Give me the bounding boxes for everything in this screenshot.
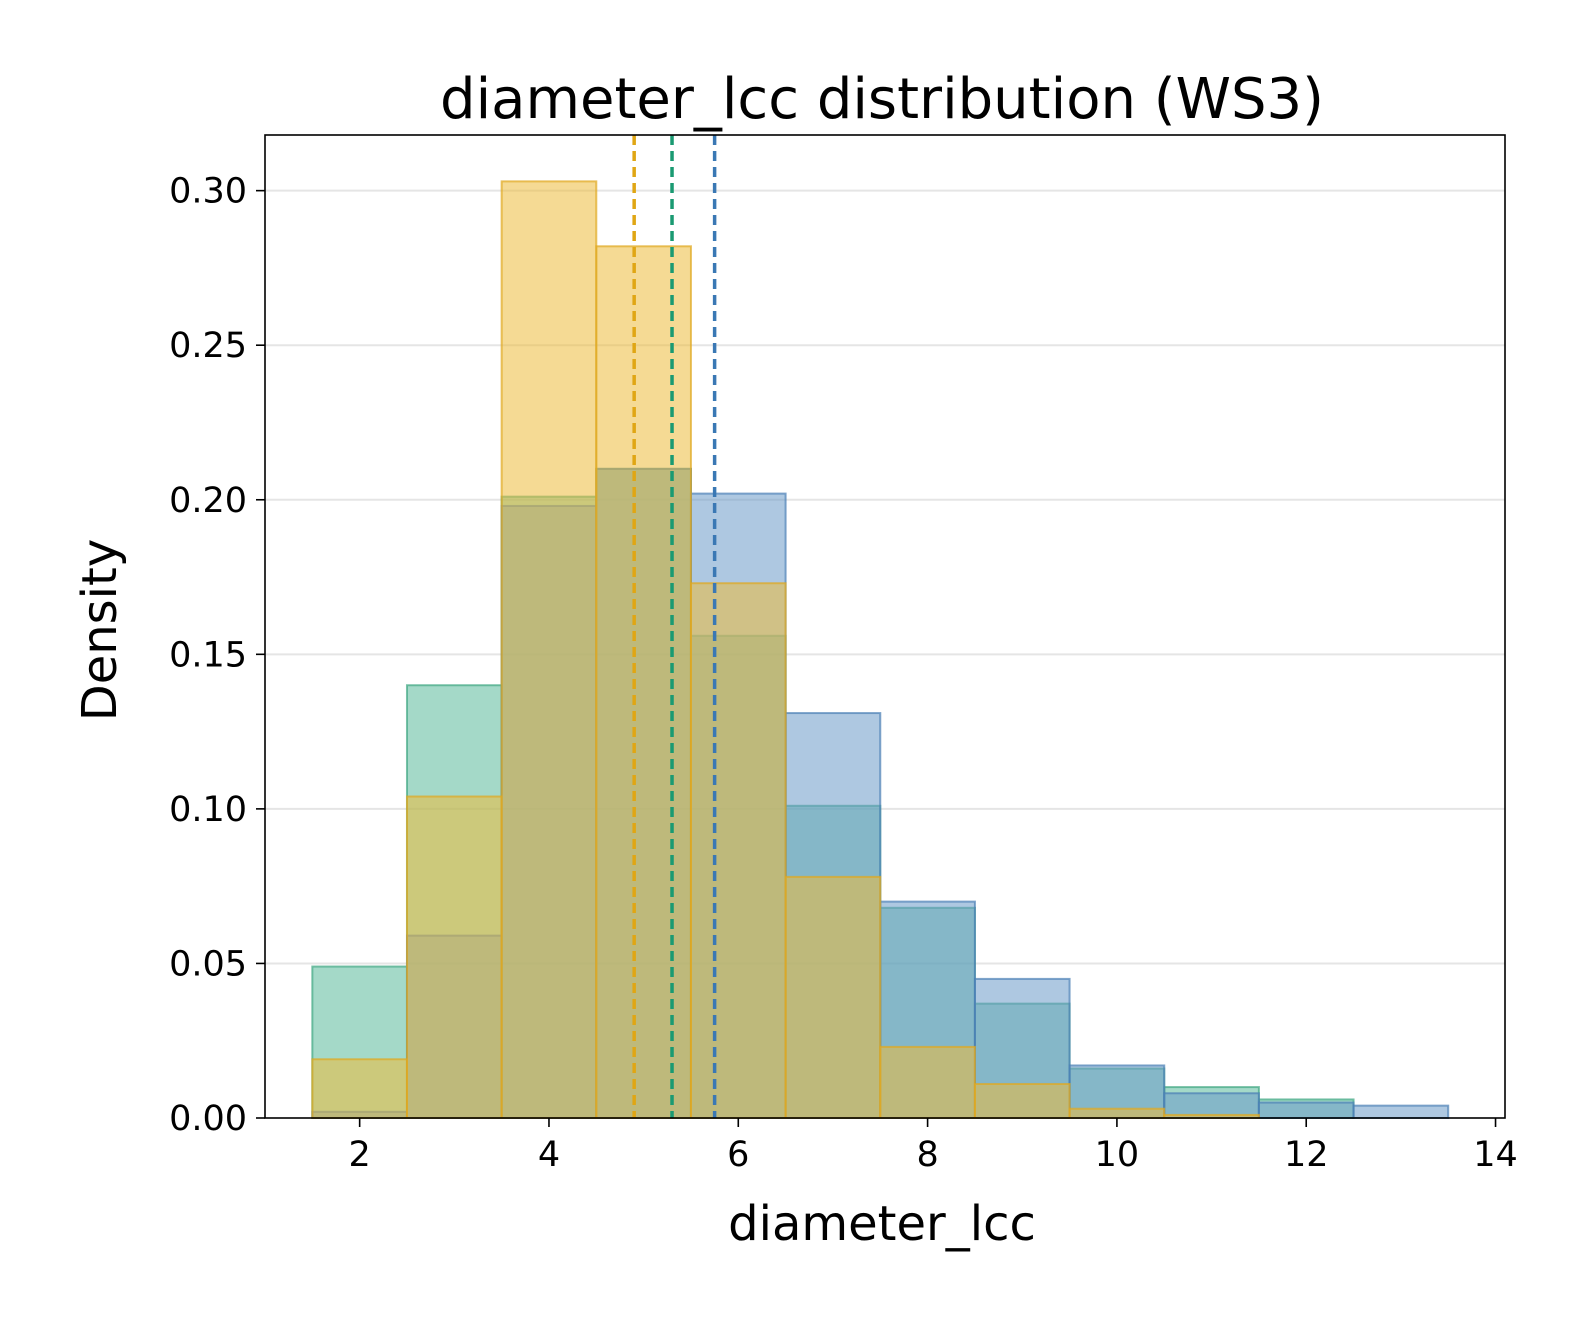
histogram-bar (500, 180, 598, 1119)
x-axis-label: diameter_lcc (728, 1196, 1036, 1252)
y-tick-label: 0.20 (169, 481, 247, 521)
x-tick-label: 8 (916, 1135, 938, 1175)
y-axis-ticks: 0.00 0.05 0.10 0.15 0.20 0.25 0.30 (169, 172, 265, 1139)
histogram-bar (311, 1058, 408, 1120)
histogram-bars (311, 180, 1450, 1120)
histogram-bar (784, 875, 882, 1119)
x-tick-label: 14 (1473, 1135, 1518, 1175)
y-tick-label: 0.25 (169, 326, 247, 366)
series-gold (311, 180, 1260, 1120)
histogram-bar (879, 1045, 976, 1119)
x-axis-ticks: 2 4 6 8 10 12 14 (349, 1118, 1518, 1175)
mean-lines (632, 135, 717, 1118)
y-tick-label: 0.30 (169, 172, 247, 212)
histogram-bar (1352, 1104, 1450, 1120)
x-tick-label: 12 (1284, 1135, 1329, 1175)
x-tick-label: 10 (1095, 1135, 1140, 1175)
histogram-bar (689, 582, 787, 1119)
y-tick-label: 0.15 (169, 635, 247, 675)
x-tick-label: 4 (538, 1135, 560, 1175)
y-tick-label: 0.05 (169, 944, 247, 984)
histogram-bar (595, 245, 692, 1119)
histogram-bar (1068, 1107, 1166, 1120)
histogram-bar (405, 795, 503, 1120)
histogram-bar (973, 1082, 1071, 1119)
chart-title: diameter_lcc distribution (WS3) (440, 67, 1324, 132)
x-tick-label: 6 (727, 1135, 749, 1175)
histogram-bar (1257, 1101, 1355, 1120)
plot-frame (264, 134, 1506, 1119)
x-tick-label: 2 (349, 1135, 371, 1175)
y-tick-label: 0.00 (169, 1099, 247, 1139)
y-axis-label: Density (72, 539, 128, 721)
y-tick-label: 0.10 (169, 790, 247, 830)
